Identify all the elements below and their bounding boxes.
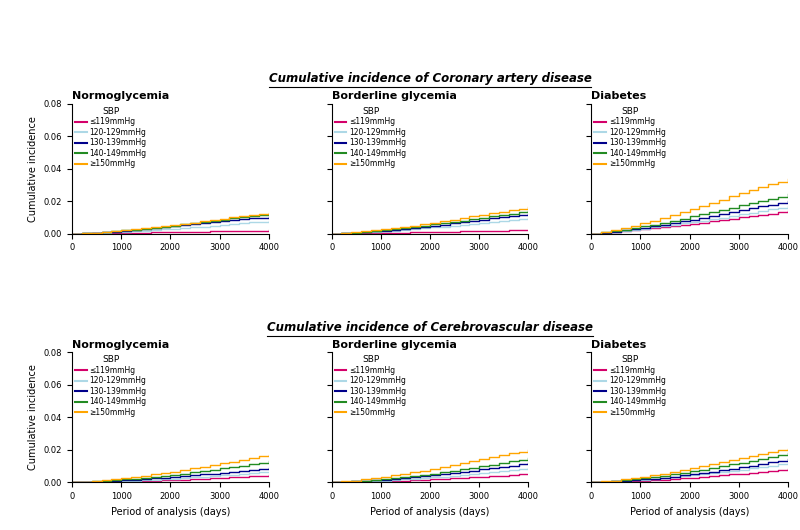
X-axis label: Period of analysis (days): Period of analysis (days): [110, 507, 230, 517]
Legend: ≤119mmHg, 120-129mmHg, 130-139mmHg, 140-149mmHg, ≥150mmHg: ≤119mmHg, 120-129mmHg, 130-139mmHg, 140-…: [333, 105, 408, 170]
Text: Diabetes: Diabetes: [591, 340, 646, 350]
Text: Normoglycemia: Normoglycemia: [72, 340, 170, 350]
Text: Cumulative incidence of Cerebrovascular disease: Cumulative incidence of Cerebrovascular …: [267, 321, 593, 334]
Y-axis label: Cumulative incidence: Cumulative incidence: [28, 364, 38, 470]
Text: Normoglycemia: Normoglycemia: [72, 91, 170, 101]
Y-axis label: Cumulative incidence: Cumulative incidence: [28, 116, 38, 222]
Legend: ≤119mmHg, 120-129mmHg, 130-139mmHg, 140-149mmHg, ≥150mmHg: ≤119mmHg, 120-129mmHg, 130-139mmHg, 140-…: [74, 105, 148, 170]
Legend: ≤119mmHg, 120-129mmHg, 130-139mmHg, 140-149mmHg, ≥150mmHg: ≤119mmHg, 120-129mmHg, 130-139mmHg, 140-…: [74, 354, 148, 418]
Legend: ≤119mmHg, 120-129mmHg, 130-139mmHg, 140-149mmHg, ≥150mmHg: ≤119mmHg, 120-129mmHg, 130-139mmHg, 140-…: [333, 354, 408, 418]
Text: Borderline glycemia: Borderline glycemia: [332, 91, 457, 101]
X-axis label: Period of analysis (days): Period of analysis (days): [630, 507, 750, 517]
Legend: ≤119mmHg, 120-129mmHg, 130-139mmHg, 140-149mmHg, ≥150mmHg: ≤119mmHg, 120-129mmHg, 130-139mmHg, 140-…: [593, 105, 667, 170]
Text: Diabetes: Diabetes: [591, 91, 646, 101]
X-axis label: Period of analysis (days): Period of analysis (days): [370, 507, 490, 517]
Legend: ≤119mmHg, 120-129mmHg, 130-139mmHg, 140-149mmHg, ≥150mmHg: ≤119mmHg, 120-129mmHg, 130-139mmHg, 140-…: [593, 354, 667, 418]
Text: Cumulative incidence of Coronary artery disease: Cumulative incidence of Coronary artery …: [269, 72, 591, 85]
Text: Borderline glycemia: Borderline glycemia: [332, 340, 457, 350]
